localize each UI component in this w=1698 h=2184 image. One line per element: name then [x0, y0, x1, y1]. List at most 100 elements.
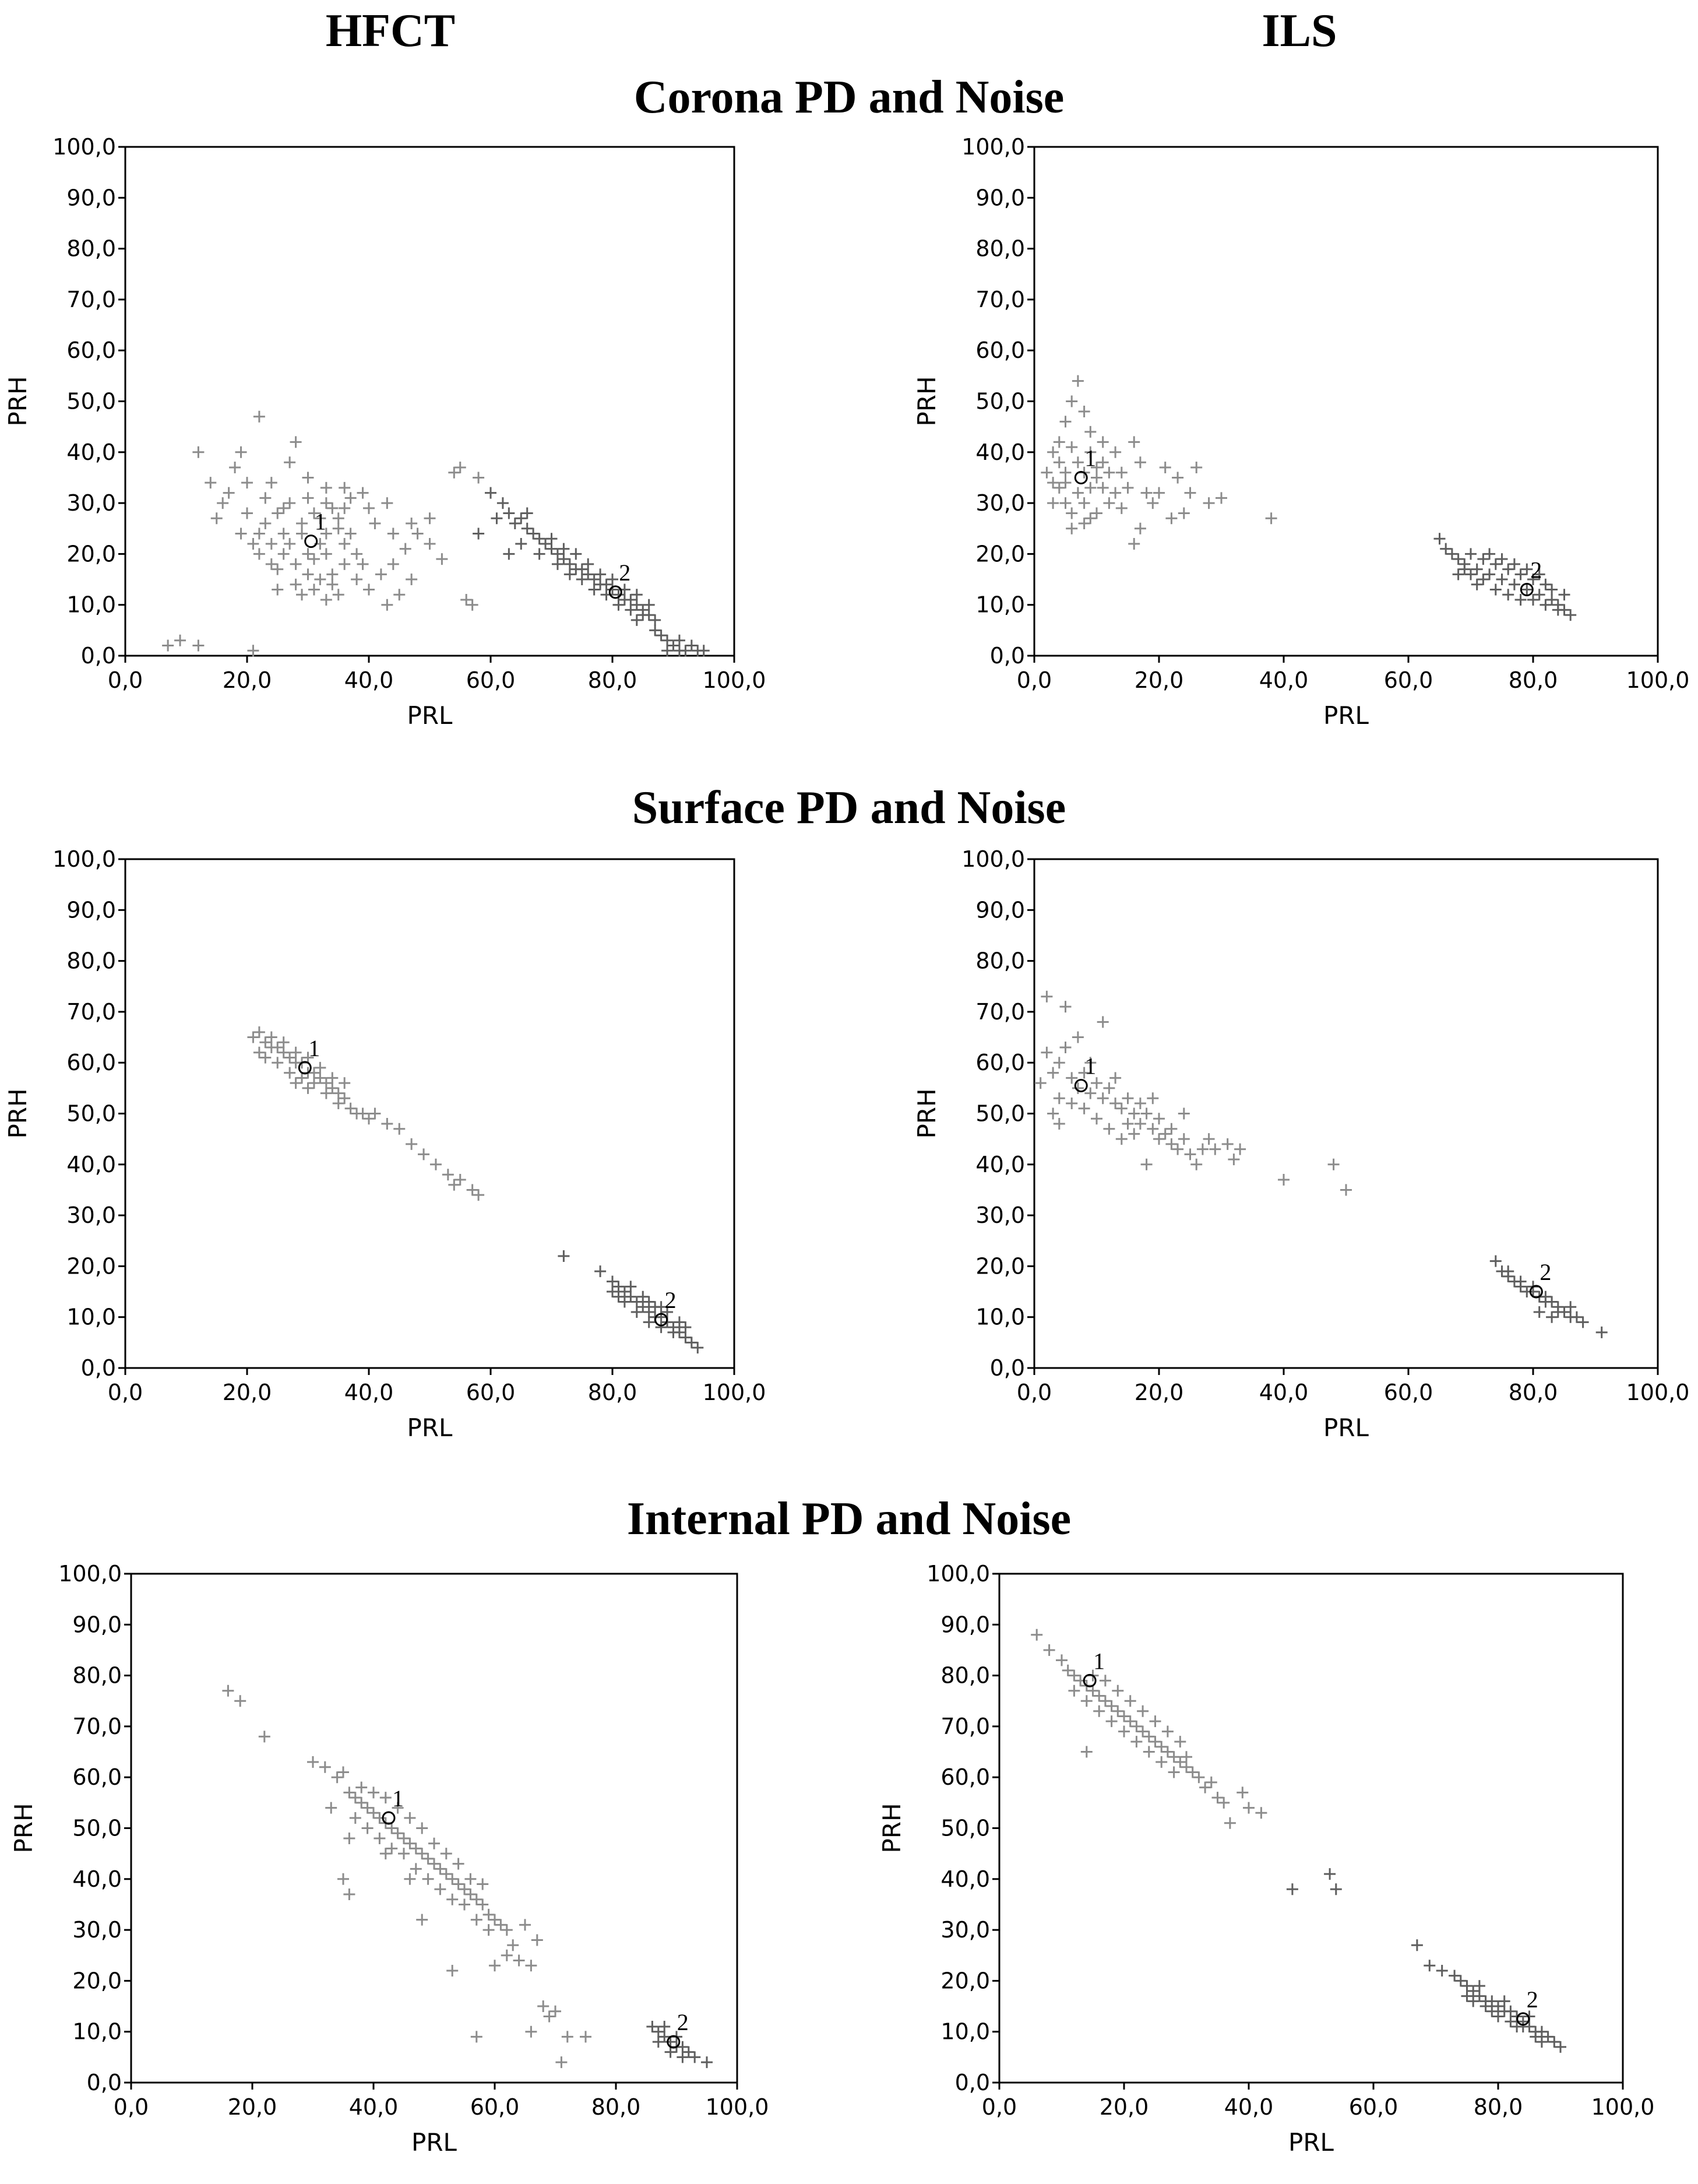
point-cluster-2	[1508, 578, 1520, 590]
point-cluster-1	[470, 1914, 482, 1926]
y-tick-label: 30,0	[72, 1917, 122, 1943]
point-cluster-1	[1072, 487, 1084, 499]
x-tick-label: 80,0	[588, 667, 637, 693]
point-cluster-1	[549, 2005, 561, 2017]
point-cluster-1	[302, 548, 314, 560]
point-cluster-1	[489, 1914, 501, 1926]
point-cluster-1	[241, 507, 253, 519]
point-cluster-1	[307, 1756, 319, 1768]
point-cluster-1	[1156, 1756, 1168, 1768]
point-cluster-2	[1286, 1883, 1298, 1895]
point-cluster-1	[1190, 1158, 1203, 1170]
point-cluster-2	[496, 497, 509, 509]
point-cluster-1	[265, 537, 277, 550]
point-cluster-1	[1115, 1102, 1128, 1114]
centroid-label-1: 1	[315, 509, 326, 535]
point-cluster-1	[1134, 1117, 1146, 1130]
point-cluster-1	[1128, 537, 1140, 550]
centroid-2	[1529, 1285, 1543, 1299]
point-cluster-1	[319, 1761, 331, 1773]
y-tick-label: 10,0	[66, 592, 116, 618]
point-cluster-1	[406, 518, 418, 530]
point-cluster-2	[649, 614, 661, 626]
point-cluster-2	[1570, 1311, 1583, 1323]
y-tick-label: 70,0	[940, 1714, 990, 1739]
point-cluster-1	[1078, 1102, 1090, 1114]
point-cluster-1	[406, 574, 418, 586]
point-cluster-1	[1059, 416, 1072, 428]
centroid-label-1: 1	[308, 1035, 320, 1061]
point-cluster-1	[440, 1868, 452, 1880]
y-tick-label: 30,0	[975, 490, 1025, 516]
point-cluster-1	[537, 2000, 549, 2013]
point-cluster-1	[241, 477, 253, 489]
point-cluster-1	[399, 543, 411, 555]
point-cluster-1	[290, 558, 302, 570]
point-cluster-1	[381, 1117, 393, 1130]
point-cluster-1	[349, 1812, 361, 1824]
point-cluster-1	[1159, 1128, 1171, 1140]
point-cluster-1	[1181, 1761, 1192, 1773]
point-cluster-2	[630, 614, 643, 626]
point-cluster-2	[1535, 2036, 1548, 2048]
point-cluster-1	[1109, 446, 1122, 458]
point-cluster-1	[277, 502, 290, 514]
point-cluster-1	[308, 507, 320, 519]
point-cluster-1	[223, 487, 235, 499]
point-cluster-1	[272, 583, 284, 596]
point-cluster-1	[265, 1031, 277, 1043]
point-cluster-1	[386, 1842, 398, 1855]
point-cluster-1	[1099, 1695, 1111, 1707]
point-cluster-1	[1137, 1705, 1149, 1717]
y-tick-label: 10,0	[975, 592, 1025, 618]
point-cluster-1	[1128, 436, 1140, 448]
point-cluster-1	[1193, 1771, 1205, 1784]
point-cluster-1	[428, 1837, 440, 1849]
point-cluster-2	[625, 593, 637, 606]
point-cluster-1	[429, 1158, 442, 1170]
point-cluster-1	[1174, 1736, 1186, 1748]
point-cluster-2	[551, 548, 563, 560]
point-cluster-1	[448, 466, 460, 479]
x-tick-label: 20,0	[1135, 1380, 1184, 1405]
point-cluster-1	[464, 1873, 477, 1885]
point-cluster-1	[1068, 1669, 1080, 1682]
point-cluster-2	[1330, 1883, 1342, 1895]
point-cluster-1	[290, 578, 302, 590]
point-cluster-2	[1540, 599, 1552, 611]
y-tick-label: 90,0	[975, 897, 1025, 923]
y-tick-label: 60,0	[66, 337, 116, 363]
point-cluster-2	[618, 1286, 630, 1298]
point-cluster-1	[1091, 461, 1102, 473]
point-cluster-2	[697, 645, 710, 657]
point-cluster-2	[1558, 589, 1570, 601]
point-cluster-1	[1047, 477, 1059, 489]
point-cluster-1	[265, 558, 277, 570]
point-cluster-2	[1511, 2020, 1523, 2032]
point-cluster-1	[1059, 1042, 1072, 1054]
point-cluster-1	[284, 1067, 296, 1079]
point-cluster-1	[326, 1072, 339, 1084]
y-tick-label: 10,0	[72, 2019, 122, 2045]
y-tick-label: 0,0	[81, 1355, 116, 1381]
point-cluster-1	[1122, 1117, 1134, 1130]
point-cluster-1	[1080, 1695, 1093, 1707]
point-cluster-1	[1041, 466, 1053, 479]
point-cluster-2	[1449, 1970, 1461, 1982]
y-tick-label: 70,0	[975, 999, 1025, 1025]
point-cluster-2	[582, 568, 594, 581]
point-cluster-2	[521, 507, 533, 519]
y-tick-label: 40,0	[975, 1152, 1025, 1177]
point-cluster-2	[682, 2046, 695, 2058]
y-tick-label: 30,0	[66, 490, 116, 516]
point-cluster-2	[1521, 583, 1533, 596]
point-cluster-1	[1168, 1751, 1180, 1763]
y-tick-label: 50,0	[66, 1101, 116, 1127]
centroid-label-2: 2	[665, 1287, 677, 1313]
point-cluster-2	[637, 1290, 649, 1303]
y-tick-label: 100,0	[961, 846, 1025, 872]
point-cluster-1	[277, 548, 290, 560]
point-cluster-2	[1595, 1326, 1608, 1338]
point-cluster-1	[1255, 1807, 1267, 1819]
y-tick-label: 0,0	[990, 1355, 1025, 1381]
